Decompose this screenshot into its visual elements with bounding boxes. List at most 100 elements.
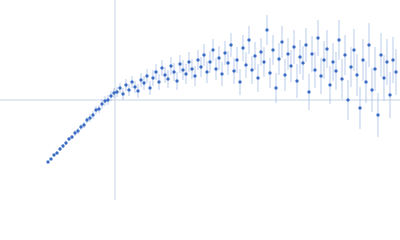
data-point bbox=[223, 51, 227, 55]
data-point bbox=[196, 58, 200, 62]
data-point bbox=[241, 46, 245, 50]
data-point bbox=[235, 58, 239, 62]
data-point bbox=[382, 76, 386, 80]
data-point bbox=[148, 86, 152, 90]
data-point bbox=[370, 88, 374, 92]
data-point bbox=[199, 65, 203, 69]
data-point bbox=[172, 70, 176, 74]
data-point bbox=[331, 60, 335, 64]
data-point bbox=[262, 60, 266, 64]
data-point bbox=[385, 60, 389, 64]
data-point bbox=[349, 65, 353, 69]
data-point bbox=[247, 38, 251, 42]
data-point bbox=[157, 80, 161, 84]
data-point bbox=[253, 54, 257, 58]
data-point bbox=[145, 74, 149, 78]
data-point bbox=[301, 61, 305, 65]
data-point bbox=[76, 129, 80, 133]
data-point bbox=[352, 48, 356, 52]
data-point bbox=[49, 157, 53, 161]
data-point bbox=[325, 47, 329, 51]
data-point bbox=[211, 48, 215, 52]
data-point bbox=[217, 56, 221, 60]
data-point bbox=[175, 79, 179, 83]
data-point bbox=[367, 43, 371, 47]
data-point bbox=[394, 70, 398, 74]
data-point bbox=[121, 92, 125, 96]
data-point bbox=[310, 52, 314, 56]
data-point bbox=[334, 69, 338, 73]
data-point bbox=[337, 38, 341, 42]
data-point bbox=[259, 50, 263, 54]
data-point bbox=[124, 83, 128, 87]
data-point bbox=[316, 36, 320, 40]
data-point bbox=[265, 28, 269, 32]
data-point bbox=[139, 78, 143, 82]
data-point bbox=[322, 58, 326, 62]
data-point bbox=[112, 91, 116, 95]
data-point bbox=[226, 61, 230, 65]
data-point bbox=[100, 102, 104, 106]
data-point bbox=[205, 70, 209, 74]
data-point bbox=[94, 108, 98, 112]
data-point bbox=[298, 55, 302, 59]
data-point bbox=[82, 123, 86, 127]
data-point bbox=[118, 86, 122, 90]
chart bbox=[0, 0, 400, 200]
data-point bbox=[184, 72, 188, 76]
data-point bbox=[319, 74, 323, 78]
data-point bbox=[142, 81, 146, 85]
data-point bbox=[250, 68, 254, 72]
data-point bbox=[91, 113, 95, 117]
data-point bbox=[358, 106, 362, 110]
data-point bbox=[97, 107, 101, 111]
data-point bbox=[274, 86, 278, 90]
data-point bbox=[340, 77, 344, 81]
data-point bbox=[193, 74, 197, 78]
data-point bbox=[283, 73, 287, 77]
data-point bbox=[256, 76, 260, 80]
data-point bbox=[136, 89, 140, 93]
data-point bbox=[202, 53, 206, 57]
data-point bbox=[61, 144, 65, 148]
data-point bbox=[376, 113, 380, 117]
data-point bbox=[232, 69, 236, 73]
data-point bbox=[46, 160, 50, 164]
data-point bbox=[160, 66, 164, 70]
data-point bbox=[163, 73, 167, 77]
data-point bbox=[70, 135, 74, 139]
data-point bbox=[58, 147, 62, 151]
data-point bbox=[343, 53, 347, 57]
data-point bbox=[178, 62, 182, 66]
data-point bbox=[238, 80, 242, 84]
data-point bbox=[355, 73, 359, 77]
data-point bbox=[346, 98, 350, 102]
data-point bbox=[328, 83, 332, 87]
data-point bbox=[391, 58, 395, 62]
data-point bbox=[181, 68, 185, 72]
data-point bbox=[55, 151, 59, 155]
data-point bbox=[229, 43, 233, 47]
data-point bbox=[190, 67, 194, 71]
data-point bbox=[289, 64, 293, 68]
data-point bbox=[388, 93, 392, 97]
data-point bbox=[295, 79, 299, 83]
data-point bbox=[88, 116, 92, 120]
data-point bbox=[304, 43, 308, 47]
data-point bbox=[280, 40, 284, 44]
data-point bbox=[307, 90, 311, 94]
data-point bbox=[268, 71, 272, 75]
data-point bbox=[64, 141, 68, 145]
data-point bbox=[52, 153, 56, 157]
data-point bbox=[214, 67, 218, 71]
data-point bbox=[373, 67, 377, 71]
data-point bbox=[244, 63, 248, 67]
data-point bbox=[73, 131, 77, 135]
data-point bbox=[115, 90, 119, 94]
data-point bbox=[166, 77, 170, 81]
data-point bbox=[106, 98, 110, 102]
data-point bbox=[292, 45, 296, 49]
data-point bbox=[151, 76, 155, 80]
data-point bbox=[277, 57, 281, 61]
data-point bbox=[169, 64, 173, 68]
